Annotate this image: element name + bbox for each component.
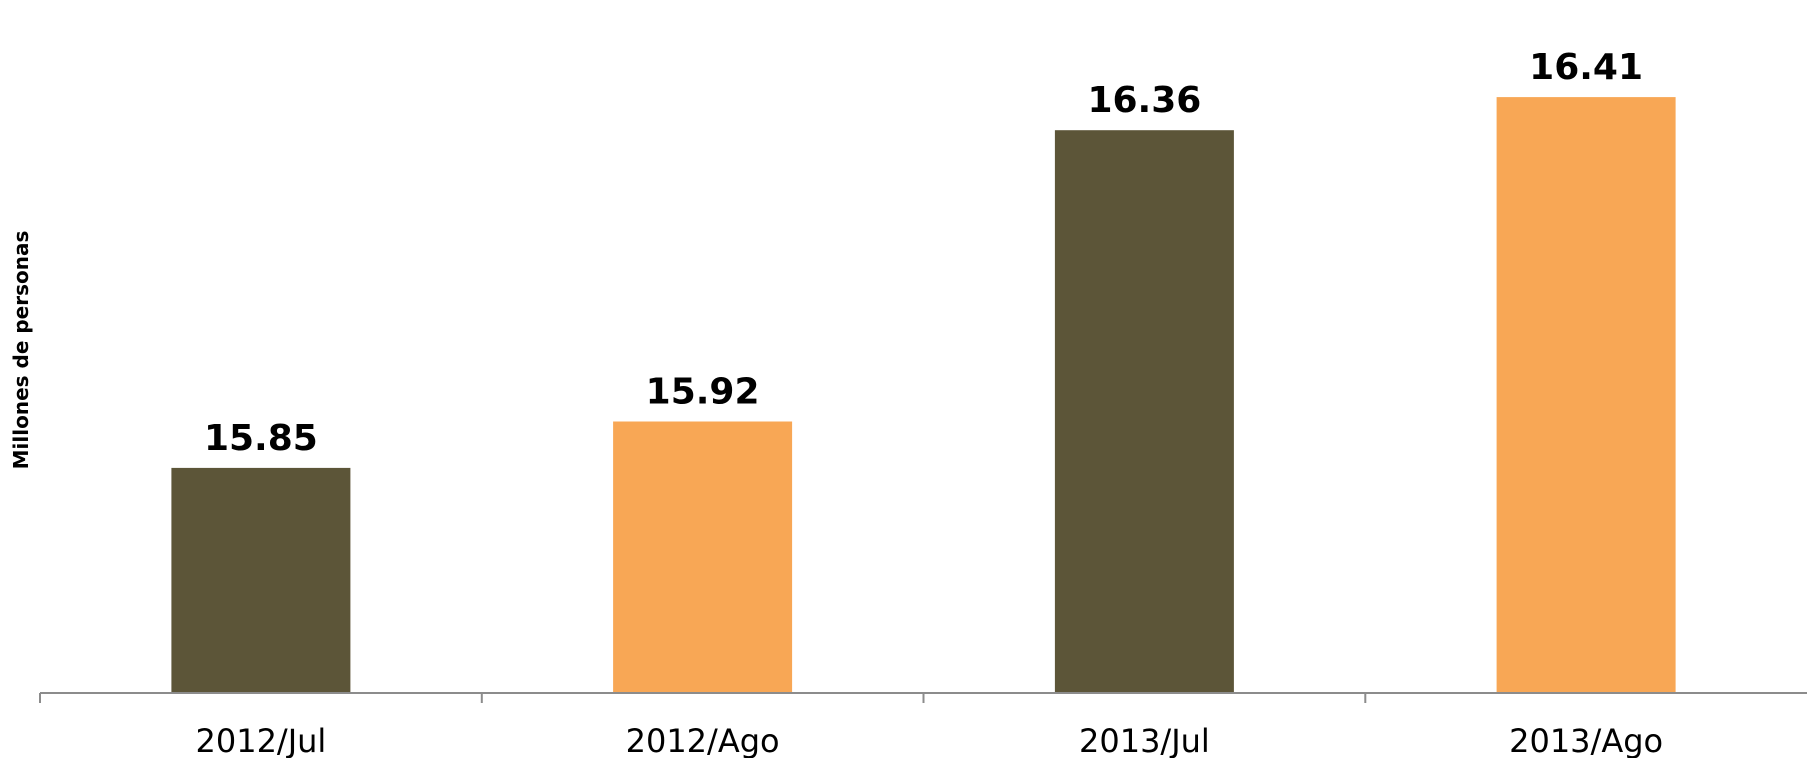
data-label: 15.92	[646, 372, 760, 413]
data-label: 16.41	[1529, 47, 1643, 88]
bar-2012-jul	[171, 467, 351, 693]
bars-layer	[171, 97, 1676, 694]
data-label: 15.85	[204, 418, 318, 459]
bar-2013-ago	[1496, 97, 1676, 694]
x-tick-label: 2013/Ago	[1509, 722, 1663, 758]
data-label: 16.36	[1087, 80, 1201, 121]
x-tick-label: 2012/Jul	[195, 722, 326, 758]
bar-2012-ago	[613, 421, 793, 693]
y-axis-title: Millones de personas	[9, 231, 33, 470]
x-tick-label: 2012/Ago	[626, 722, 780, 758]
x-tick-label: 2013/Jul	[1079, 722, 1210, 758]
data-labels-layer: 15.85 15.92 16.36 16.41	[204, 47, 1643, 459]
x-ticks-layer	[39, 693, 1367, 703]
x-tick-labels-layer: 2012/Jul 2012/Ago 2013/Jul 2013/Ago	[195, 722, 1663, 758]
bar-2013-jul	[1054, 130, 1234, 693]
